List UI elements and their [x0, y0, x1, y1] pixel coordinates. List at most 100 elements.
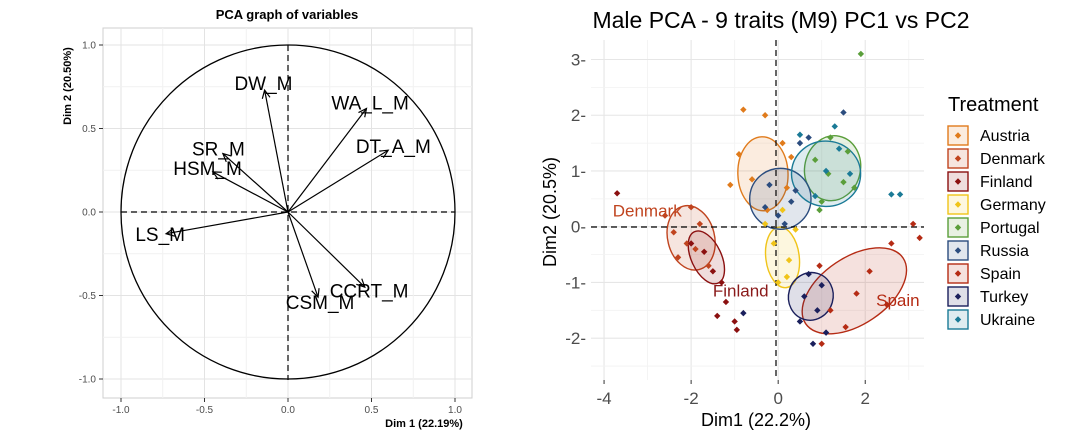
point-russia — [761, 204, 769, 211]
point-spain — [909, 220, 917, 228]
variable-arrowhead-wa_l_m — [358, 107, 368, 118]
left-x-axis-label: Dim 1 (22.19%) — [385, 418, 463, 430]
legend-label-denmark: Denmark — [980, 151, 1046, 168]
point-denmark — [674, 254, 682, 261]
variable-label-dt_a_m: DT_A_M — [356, 137, 431, 158]
left-x-tick-label: 0.5 — [365, 405, 379, 416]
point-turkey — [822, 329, 830, 336]
right-ticks: -4 -2 0 2 -2- -1- 0- 1- 2- 3- — [565, 51, 870, 408]
legend-title: Treatment — [948, 94, 1039, 116]
legend-label-ukraine: Ukraine — [980, 312, 1035, 329]
point-ukraine — [888, 191, 895, 198]
point-portugal — [851, 184, 858, 191]
point-portugal — [844, 148, 852, 155]
variable-arrow-hsm_m — [212, 171, 289, 213]
point-russia — [766, 181, 773, 189]
point-ukraine — [822, 167, 830, 175]
point-portugal — [818, 198, 825, 205]
legend-marker-denmark — [954, 155, 962, 162]
variable-label-sr_m: SR_M — [192, 140, 245, 161]
legend-label-portugal: Portugal — [980, 220, 1040, 237]
group-label-denmark: Denmark — [613, 202, 682, 221]
point-russia — [796, 139, 804, 147]
point-turkey — [814, 307, 821, 314]
point-spain — [818, 340, 825, 347]
point-portugal — [840, 178, 847, 186]
left-y-tick-label: 1.0 — [82, 41, 96, 52]
point-austria — [788, 153, 795, 161]
variable-arrowhead-dw_m — [261, 88, 271, 99]
variable-arrow-wa_l_m — [287, 108, 367, 213]
point-austria — [779, 139, 786, 147]
point-turkey — [796, 318, 804, 325]
legend-label-finland: Finland — [980, 174, 1032, 191]
variable-arrowhead-sr_m — [221, 152, 232, 163]
point-finland — [722, 298, 730, 306]
point-spain — [866, 268, 873, 275]
point-ukraine — [896, 191, 904, 198]
left-x-tick-label: 0.0 — [281, 405, 295, 416]
point-portugal — [811, 156, 819, 164]
right-y-tick-label: 1- — [571, 162, 586, 181]
point-germany — [770, 240, 778, 247]
point-ukraine — [796, 131, 804, 138]
right-y-tick-label: 0- — [571, 218, 586, 237]
ellipse-russia — [748, 167, 812, 231]
point-germany — [792, 226, 799, 233]
legend-items: Austria Denmark Finland Germany Portugal Russ… — [947, 125, 1046, 330]
left-y-tick-label: -1.0 — [79, 375, 97, 386]
variable-label-csm_m: CSM_M — [286, 293, 355, 314]
point-russia — [805, 134, 812, 141]
right-x-tick-label: 0 — [773, 389, 782, 408]
point-turkey — [740, 309, 747, 317]
point-spain — [816, 262, 823, 269]
right-y-tick-label: -2- — [565, 329, 586, 348]
legend-marker-ukraine — [954, 316, 962, 323]
point-austria — [748, 176, 756, 183]
point-finland — [700, 248, 708, 256]
variable-label-wa_l_m: WA_L_M — [331, 94, 408, 115]
legend-marker-russia — [954, 247, 962, 254]
left-y-tick-label: 0.5 — [82, 124, 96, 135]
point-ukraine — [846, 170, 854, 177]
point-denmark — [696, 220, 704, 228]
variable-label-hsm_m: HSM_M — [173, 159, 242, 180]
variable-arrow-dt_a_m — [287, 149, 389, 213]
left-chart-title: PCA graph of variables — [216, 7, 359, 22]
right-points — [613, 50, 923, 347]
right-chart-title: Male PCA - 9 traits (M9) PC1 vs PC2 — [592, 7, 969, 33]
variable-arrowhead-ls_m — [164, 227, 175, 237]
left-ticks: -1.0 -0.5 0.0 0.5 1.0 -1.0 -0.5 0.0 0.5 1.0 — [79, 41, 463, 417]
point-finland — [718, 279, 725, 286]
right-x-tick-label: -2 — [684, 389, 699, 408]
point-denmark — [692, 245, 699, 253]
point-germany — [779, 206, 786, 214]
point-finland — [733, 326, 741, 334]
point-spain — [916, 234, 923, 242]
group-label-spain: Spain — [876, 291, 919, 310]
point-denmark — [661, 212, 669, 219]
point-spain — [888, 240, 895, 247]
point-germany — [783, 273, 791, 281]
legend-label-turkey: Turkey — [980, 289, 1028, 306]
point-austria — [727, 181, 734, 189]
variable-arrow-csm_m — [287, 211, 319, 298]
point-austria — [761, 112, 769, 119]
legend-marker-finland — [954, 178, 962, 185]
point-denmark — [670, 229, 677, 236]
point-portugal — [857, 50, 865, 58]
variable-label-ccrt_m: CCRT_M — [330, 281, 409, 302]
variable-label-dw_m: DW_M — [234, 74, 292, 95]
left-y-tick-label: 0.0 — [82, 208, 96, 219]
point-turkey — [809, 340, 817, 347]
right-y-tick-label: -1- — [565, 273, 586, 292]
legend-marker-austria — [954, 132, 962, 139]
legend: Treatment Austria Denmark Finland Germany Po… — [947, 94, 1046, 330]
point-ukraine — [835, 145, 843, 152]
right-group-labels: Denmark Finland Spain — [613, 202, 920, 310]
point-portugal — [827, 134, 834, 141]
point-russia — [792, 187, 799, 194]
variable-arrow-ccrt_m — [287, 211, 366, 288]
